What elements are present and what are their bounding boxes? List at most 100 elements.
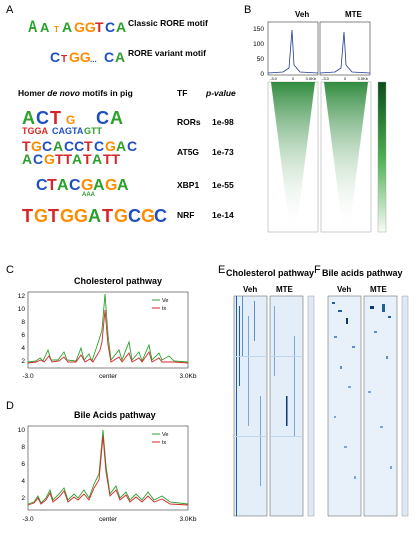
c-xtick: 3.0Kb — [180, 373, 197, 380]
svg-text:CC: CC — [64, 138, 84, 154]
c-green-line — [27, 293, 189, 363]
f-mte-dots — [368, 304, 392, 469]
svg-text:C: C — [36, 108, 49, 128]
c-xtick: center — [99, 373, 118, 380]
e-title: Cholesterol pathway — [226, 268, 315, 278]
c-ytick: 2 — [21, 358, 25, 365]
f-colorbar — [401, 295, 409, 517]
d-green-line — [27, 429, 189, 505]
e-veh-label: Veh — [243, 285, 258, 294]
svg-text:T: T — [22, 138, 31, 154]
f-veh-heatmap-frame — [327, 295, 362, 517]
svg-text:G: G — [31, 138, 42, 154]
svg-text:AAA: AAA — [82, 192, 96, 198]
row-tf-xbp1: XBP1 — [177, 180, 200, 190]
svg-text:T: T — [48, 206, 59, 226]
svg-text:A: A — [28, 17, 37, 36]
b-mte-profile-line — [319, 31, 371, 74]
c-ytick: 6 — [21, 332, 25, 339]
svg-text:C: C — [94, 138, 104, 154]
svg-text:GTT: GTT — [84, 126, 102, 136]
svg-text:TT: TT — [103, 151, 121, 167]
homer-title-post: motifs in pig — [79, 88, 133, 98]
d-ytick: 2 — [21, 495, 25, 502]
f-title: Bile acids pathway — [322, 268, 403, 278]
b-ytick: 150 — [253, 26, 264, 33]
panel-e-letter: E — [218, 264, 226, 276]
e-mte-stripes — [270, 306, 303, 437]
svg-text:T: T — [102, 206, 113, 226]
d-legend-ve: Ve — [162, 432, 168, 438]
svg-text:T: T — [22, 206, 33, 226]
d-chart: 10 8 6 4 2 Ve tx -3.0 center 3.0Kb — [18, 425, 197, 523]
e-colorbar — [307, 295, 315, 517]
f-veh-dots — [332, 302, 356, 479]
svg-text:GG: GG — [69, 49, 91, 65]
f-mte-label: MTE — [370, 285, 387, 294]
svg-text:C: C — [50, 49, 60, 65]
b-mte-heatmap-signal — [324, 82, 368, 232]
svg-text:A: A — [22, 151, 32, 167]
c-legend-tx: tx — [162, 306, 167, 312]
svg-text:T: T — [47, 177, 57, 194]
svg-text:G: G — [66, 113, 75, 127]
b-veh-heatmap-signal — [271, 82, 315, 232]
nrf-logo: T G T GG A T G C G C — [22, 206, 167, 226]
variant-rore-logo: C T GG ... C A — [50, 49, 125, 65]
c-chart: 12 10 8 6 4 2 Ve tx -3.0 center 3.0Kb — [18, 291, 197, 380]
b-xtick: -3.0 — [322, 76, 330, 81]
svg-text:A: A — [62, 19, 72, 35]
f-mte-heatmap-frame — [363, 295, 398, 517]
svg-text:TGGA: TGGA — [22, 126, 48, 136]
e-mte-label: MTE — [276, 285, 293, 294]
row-tf-at5g: AT5G — [177, 147, 200, 157]
panel-c-letter: C — [6, 264, 14, 276]
svg-text:G: G — [141, 206, 155, 226]
svg-text:...: ... — [90, 55, 97, 64]
c-frame — [27, 291, 189, 369]
c-ytick: 8 — [21, 319, 25, 326]
svg-text:T: T — [95, 19, 104, 35]
svg-text:GG: GG — [60, 206, 88, 226]
variant-rore-label: RORE variant motif — [128, 48, 206, 58]
homer-title-em: de novo — [47, 88, 80, 98]
svg-text:C: C — [127, 138, 137, 154]
d-ytick: 6 — [21, 461, 25, 468]
svg-text:A: A — [116, 19, 126, 35]
d-ytick: 10 — [18, 427, 26, 434]
d-title: Bile Acids pathway — [74, 410, 156, 420]
svg-text:TT: TT — [55, 151, 73, 167]
svg-text:A: A — [116, 138, 126, 154]
svg-text:A: A — [40, 20, 50, 35]
b-colorbar — [377, 81, 387, 233]
b-ytick: 0 — [260, 71, 264, 78]
b-heatmap — [267, 81, 387, 233]
svg-text:C: C — [96, 108, 109, 128]
b-veh-profile-frame — [267, 21, 319, 76]
svg-text:T: T — [84, 138, 93, 154]
homer-title-pre: Homer — [18, 88, 48, 98]
svg-text:C: C — [36, 177, 48, 194]
classic-rore-label: Classic RORE motif — [128, 18, 208, 28]
panel-b-letter: B — [244, 4, 252, 16]
e-veh-stripes — [234, 296, 267, 516]
svg-text:GG: GG — [74, 19, 96, 35]
panel-d-letter: D — [6, 400, 14, 412]
svg-text:T: T — [54, 25, 59, 34]
d-legend-tx: tx — [162, 440, 167, 446]
col-tf-header: TF — [177, 88, 188, 98]
row-p-nrf: 1e-14 — [212, 210, 234, 220]
svg-text:A: A — [88, 206, 101, 226]
svg-text:A: A — [72, 151, 82, 167]
xbp1-logo: C T A C G A G A AAA — [36, 177, 129, 198]
b-xtick: 3.0Kb — [306, 76, 317, 81]
col-p-header: p-value — [206, 88, 236, 98]
row-tf-nrf: NRF — [177, 210, 195, 220]
svg-text:C: C — [69, 177, 81, 194]
svg-text:C: C — [105, 19, 115, 35]
c-xtick: -3.0 — [22, 373, 34, 380]
row-p-xbp1: 1e-55 — [212, 180, 234, 190]
classic-rore-logo: A A T A GG T C A — [28, 17, 126, 36]
b-xtick: -3.0 — [270, 76, 278, 81]
c-ytick: 10 — [18, 306, 26, 313]
